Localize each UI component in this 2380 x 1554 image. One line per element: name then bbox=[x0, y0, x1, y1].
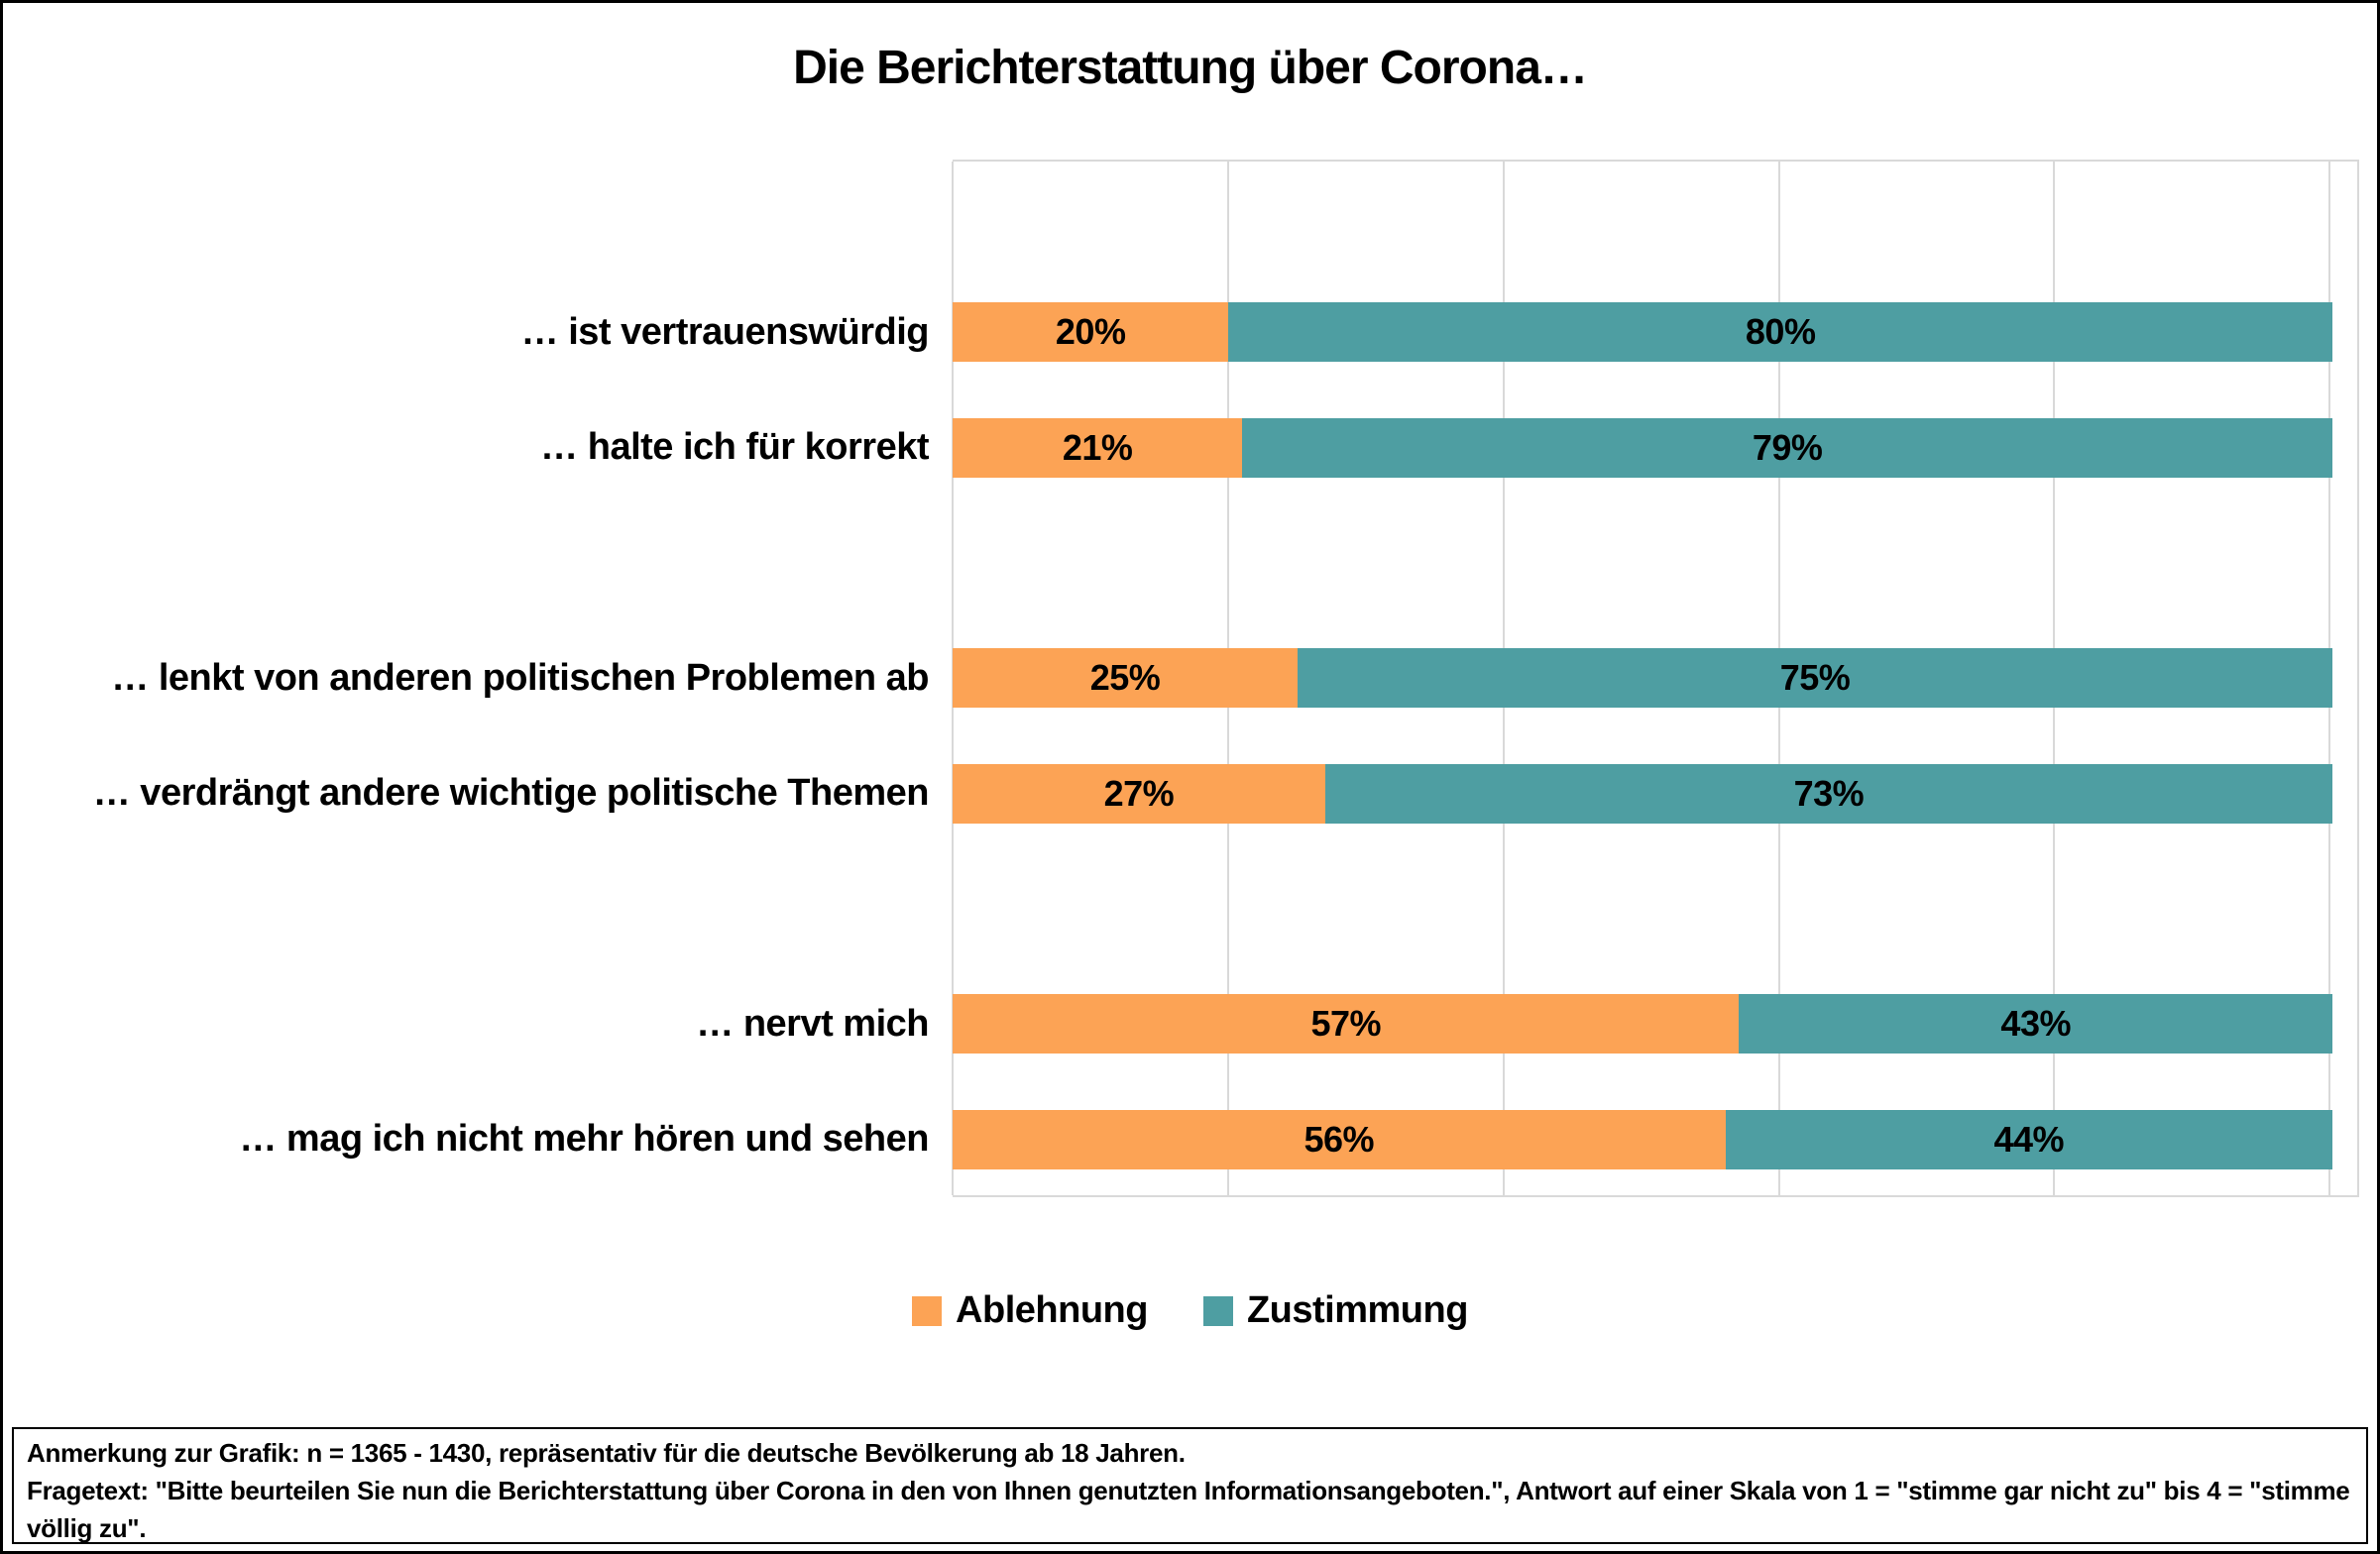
bar-segment-zustimmung: 80% bbox=[1228, 302, 2332, 363]
segment-value: 75% bbox=[1779, 657, 1851, 699]
segment-value: 21% bbox=[1062, 426, 1133, 468]
bar-segment-zustimmung: 44% bbox=[1725, 1109, 2332, 1169]
bar-track: 25% 75% bbox=[953, 648, 2332, 709]
bar-row: … lenkt von anderen politischen Probleme… bbox=[3, 648, 2377, 709]
legend-item-ablehnung: Ablehnung bbox=[912, 1289, 1148, 1332]
bar-track: 27% 73% bbox=[953, 763, 2332, 824]
legend-swatch bbox=[912, 1295, 943, 1326]
segment-value: 79% bbox=[1752, 426, 1823, 468]
segment-value: 44% bbox=[1993, 1118, 2065, 1160]
bar-segment-ablehnung: 56% bbox=[953, 1109, 1726, 1169]
footnote-line-1: Anmerkung zur Grafik: n = 1365 - 1430, r… bbox=[27, 1438, 1186, 1468]
bar-row: … mag ich nicht mehr hören und sehen 56% 4… bbox=[3, 1109, 2377, 1169]
category-label: … mag ich nicht mehr hören und sehen bbox=[239, 1118, 929, 1161]
category-label: … ist vertrauenswürdig bbox=[520, 310, 930, 353]
segment-value: 25% bbox=[1089, 657, 1161, 699]
bar-segment-ablehnung: 57% bbox=[953, 994, 1740, 1054]
segment-value: 20% bbox=[1055, 311, 1126, 353]
bar-segment-zustimmung: 73% bbox=[1324, 763, 2332, 824]
bar-row: … halte ich für korrekt 21% 79% bbox=[3, 417, 2377, 478]
segment-value: 27% bbox=[1103, 772, 1175, 814]
segment-value: 73% bbox=[1793, 772, 1865, 814]
category-label: … nervt mich bbox=[696, 1002, 929, 1045]
legend: Ablehnung Zustimmung bbox=[3, 1289, 2377, 1332]
bar-track: 20% 80% bbox=[953, 302, 2332, 363]
bar-track: 56% 44% bbox=[953, 1109, 2332, 1169]
legend-item-zustimmung: Zustimmung bbox=[1202, 1289, 1468, 1332]
bar-segment-ablehnung: 25% bbox=[953, 648, 1298, 709]
legend-swatch bbox=[1202, 1295, 1233, 1326]
segment-value: 57% bbox=[1310, 1003, 1381, 1045]
legend-label: Zustimmung bbox=[1246, 1289, 1468, 1331]
segment-value: 43% bbox=[2000, 1003, 2071, 1045]
segment-value: 56% bbox=[1303, 1118, 1375, 1160]
bar-row: … ist vertrauenswürdig 20% 80% bbox=[3, 302, 2377, 363]
category-label: … verdrängt andere wichtige politische T… bbox=[92, 772, 930, 815]
legend-label: Ablehnung bbox=[956, 1289, 1148, 1331]
chart-title: Die Berichterstattung über Corona… bbox=[793, 42, 1588, 94]
bar-segment-ablehnung: 20% bbox=[953, 302, 1229, 363]
footnote-box: Anmerkung zur Grafik: n = 1365 - 1430, r… bbox=[12, 1427, 2368, 1544]
bar-track: 21% 79% bbox=[953, 417, 2332, 478]
category-label: … halte ich für korrekt bbox=[540, 426, 929, 469]
bar-row: … nervt mich 57% 43% bbox=[3, 994, 2377, 1054]
segment-value: 80% bbox=[1745, 311, 1816, 353]
bar-segment-zustimmung: 75% bbox=[1298, 648, 2332, 709]
category-label: … lenkt von anderen politischen Probleme… bbox=[111, 656, 929, 699]
bar-segment-ablehnung: 27% bbox=[953, 763, 1325, 824]
footnote-line-2: Fragetext: "Bitte beurteilen Sie nun die… bbox=[27, 1476, 2350, 1543]
bar-track: 57% 43% bbox=[953, 994, 2332, 1054]
bar-segment-zustimmung: 43% bbox=[1739, 994, 2332, 1054]
bar-segment-ablehnung: 21% bbox=[953, 417, 1243, 478]
bar-rows-layer: … ist vertrauenswürdig 20% 80% … halte ich … bbox=[3, 160, 2377, 1197]
bar-row: … verdrängt andere wichtige politische T… bbox=[3, 763, 2377, 824]
bar-segment-zustimmung: 79% bbox=[1242, 417, 2332, 478]
